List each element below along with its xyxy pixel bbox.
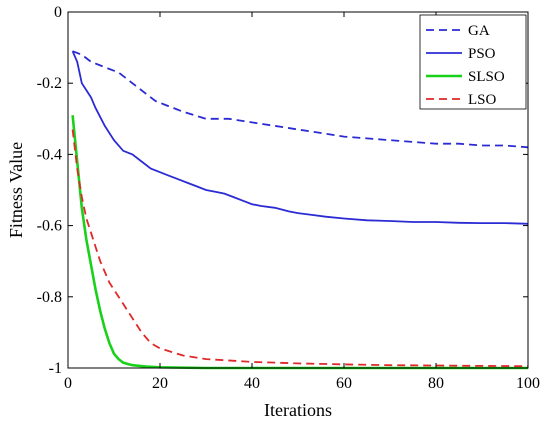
x-tick-label: 0	[64, 375, 72, 392]
legend-label-slso: SLSO	[468, 69, 505, 85]
series-line-ga	[72, 50, 529, 149]
y-tick-label: -0.4	[37, 146, 62, 163]
legend-items: GA PSO SLSO LSO	[426, 23, 505, 108]
y-tick-label: -1	[49, 360, 62, 377]
x-tick-label: 20	[152, 375, 168, 392]
y-axis-title: Fitness Value	[6, 142, 26, 238]
y-tick-label: -0.8	[37, 289, 62, 306]
legend-box	[419, 14, 527, 110]
series-line-lso	[71, 129, 529, 368]
y-tick-label: -0.6	[37, 218, 62, 235]
plot-frame	[67, 11, 529, 369]
x-tick-label: 100	[516, 375, 540, 392]
x-axis-title: Iterations	[264, 400, 332, 420]
legend-label-lso: LSO	[468, 92, 497, 108]
y-tick-label: -0.2	[37, 75, 62, 92]
x-tick-label: 40	[244, 375, 260, 392]
legend-label-ga: GA	[468, 23, 490, 39]
legend-label-pso: PSO	[468, 46, 496, 62]
x-tick-label: 60	[336, 375, 352, 392]
x-tick-label: 80	[428, 375, 444, 392]
y-tick-label: 0	[54, 4, 62, 21]
legend: GA PSO SLSO LSO	[419, 14, 527, 110]
series-line-pso	[71, 50, 529, 225]
